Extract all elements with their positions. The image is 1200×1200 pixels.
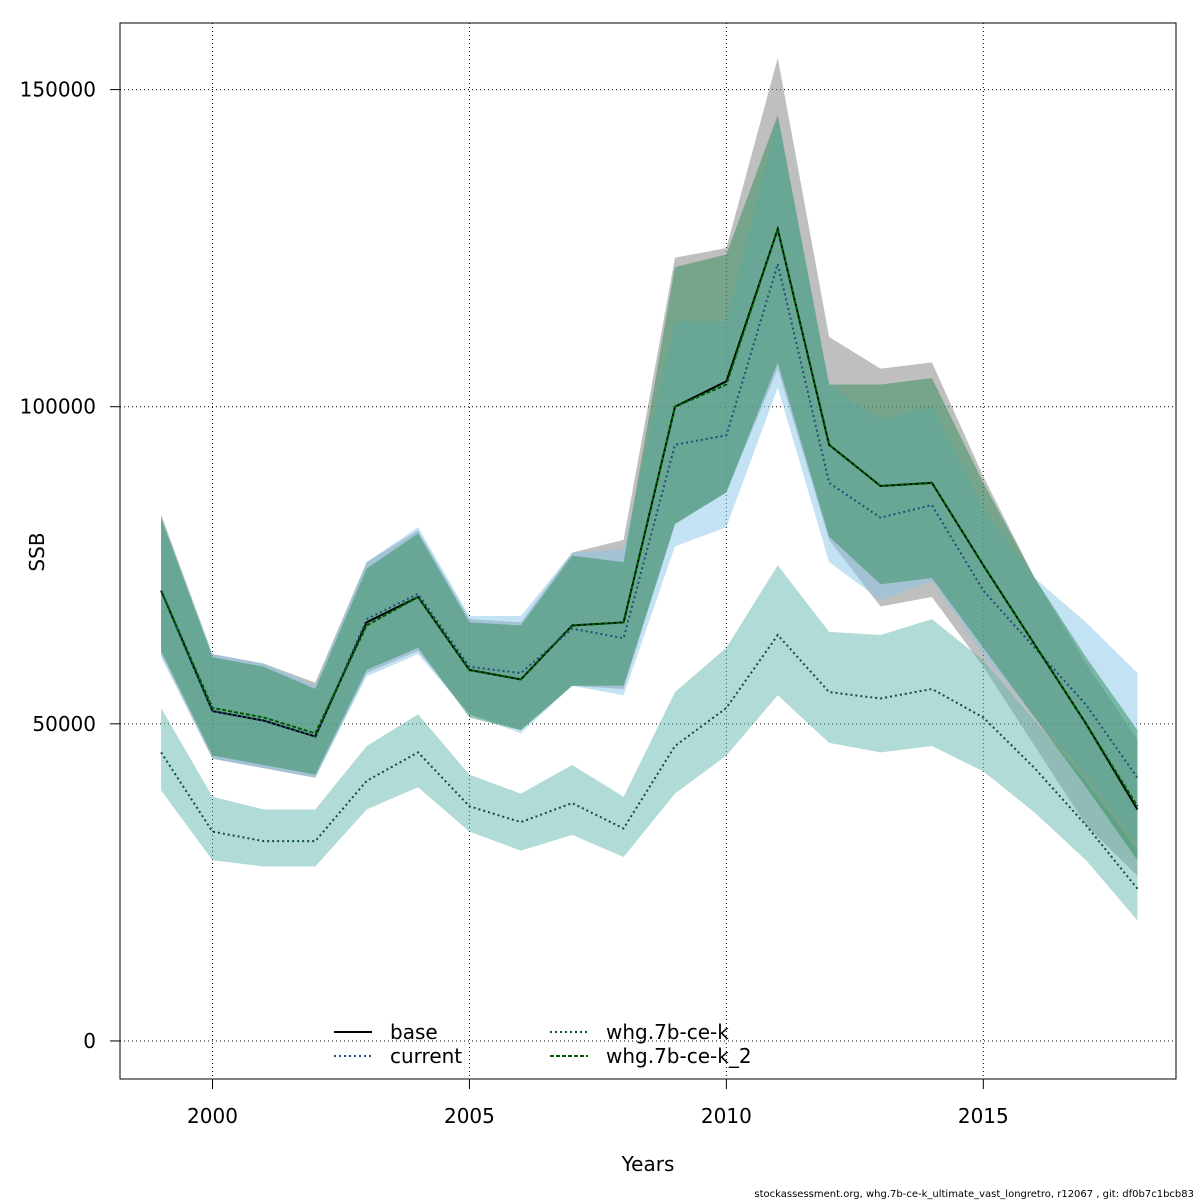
plot-frame: [119, 22, 1177, 1080]
legend-label: base: [390, 1020, 438, 1044]
y-tick-label: 0: [83, 1029, 96, 1053]
y-tick-label: 150000: [20, 78, 96, 102]
confidence-band: [161, 114, 1138, 861]
confidence-band: [161, 565, 1138, 921]
y-axis-title: SSB: [25, 532, 49, 571]
x-tick-label: 2010: [701, 1104, 752, 1128]
legend-label: current: [390, 1044, 462, 1068]
legend-label: whg.7b-ce-k_2: [606, 1044, 752, 1068]
series-line: [160, 225, 1139, 807]
legend-label: whg.7b-ce-k: [606, 1020, 729, 1044]
x-axis-title: Years: [621, 1152, 675, 1176]
x-tick-label: 2000: [187, 1104, 238, 1128]
x-tick-label: 2015: [958, 1104, 1009, 1128]
x-axis-ticks: 2000 2005 2010 2015: [187, 1079, 1009, 1128]
y-tick-label: 100000: [20, 395, 96, 419]
x-tick-label: 2005: [444, 1104, 495, 1128]
y-tick-label: 50000: [32, 712, 96, 736]
confidence-bands: [161, 57, 1138, 921]
series-lines: [160, 225, 1139, 890]
y-axis-ticks: 0 50000 100000 150000: [20, 78, 120, 1053]
series-line: [160, 633, 1139, 890]
footer-note: stockassessment.org, whg.7b-ce-k_ultimat…: [754, 1189, 1194, 1200]
